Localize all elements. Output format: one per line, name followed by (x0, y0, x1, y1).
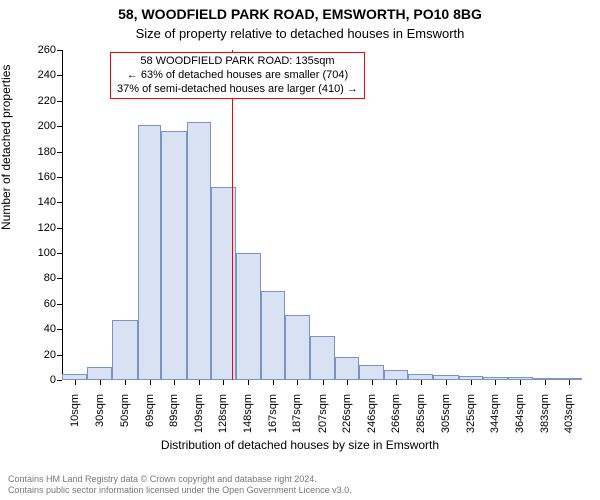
histogram-bar (384, 370, 408, 380)
y-tick-label: 100 (26, 247, 56, 259)
y-tick-label: 20 (26, 349, 56, 361)
y-tick-label: 160 (26, 171, 56, 183)
y-tick-label: 260 (26, 44, 56, 56)
y-tick-label: 180 (26, 146, 56, 158)
x-axis-title: Distribution of detached houses by size … (0, 438, 600, 452)
annotation-box: 58 WOODFIELD PARK ROAD: 135sqm ← 63% of … (110, 52, 365, 99)
y-tick-label: 200 (26, 120, 56, 132)
chart-title-sub: Size of property relative to detached ho… (0, 26, 600, 41)
chart-footer: Contains HM Land Registry data © Crown c… (8, 474, 352, 496)
y-tick-label: 120 (26, 222, 56, 234)
annotation-line-1: 58 WOODFIELD PARK ROAD: 135sqm (117, 55, 358, 69)
annotation-line-3: 37% of semi-detached houses are larger (… (117, 83, 358, 97)
histogram-bar (359, 365, 384, 380)
y-tick-label: 220 (26, 95, 56, 107)
y-axis-label: Number of detached properties (0, 65, 13, 230)
histogram-bar (112, 320, 137, 380)
annotation-line-2: ← 63% of detached houses are smaller (70… (117, 69, 358, 83)
y-tick-label: 40 (26, 323, 56, 335)
footer-line-2: Contains public sector information licen… (8, 485, 352, 496)
y-tick-label: 0 (26, 374, 56, 386)
chart-title-main: 58, WOODFIELD PARK ROAD, EMSWORTH, PO10 … (0, 6, 600, 22)
y-tick-label: 240 (26, 69, 56, 81)
reference-line (232, 50, 233, 380)
histogram-bar (187, 122, 211, 380)
histogram-bar (261, 291, 285, 380)
y-tick-label: 140 (26, 196, 56, 208)
plot-area (62, 50, 582, 380)
histogram-bar (138, 125, 162, 380)
footer-line-1: Contains HM Land Registry data © Crown c… (8, 474, 352, 485)
histogram-bar (87, 367, 112, 380)
histogram-bar (310, 336, 335, 380)
histogram-bar (236, 253, 261, 380)
histogram-bar (161, 131, 186, 380)
y-tick-label: 80 (26, 272, 56, 284)
histogram-bar (335, 357, 359, 380)
histogram-bar (285, 315, 310, 380)
y-tick-label: 60 (26, 298, 56, 310)
histogram-chart: 58, WOODFIELD PARK ROAD, EMSWORTH, PO10 … (0, 0, 600, 500)
